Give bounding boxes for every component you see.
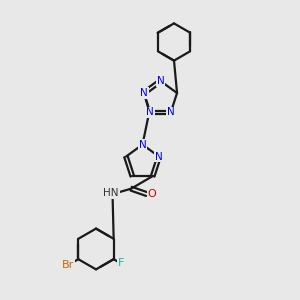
Text: N: N	[167, 107, 175, 118]
Text: F: F	[118, 258, 124, 268]
Text: N: N	[155, 152, 163, 162]
Text: N: N	[140, 88, 148, 98]
Text: N: N	[146, 107, 154, 118]
Text: N: N	[139, 140, 146, 150]
Text: Br: Br	[62, 260, 75, 270]
Text: N: N	[157, 76, 164, 86]
Text: O: O	[148, 189, 157, 199]
Text: HN: HN	[103, 188, 119, 199]
